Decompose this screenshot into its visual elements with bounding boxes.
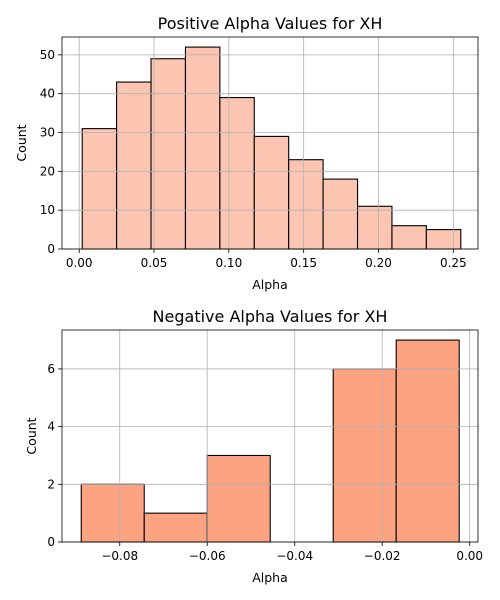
y-tick-label: 30 <box>40 126 55 140</box>
y-ticks: 0 10 20 30 40 50 <box>40 48 62 256</box>
histogram-bar <box>322 178 359 250</box>
y-ticks: 0 2 4 6 <box>47 362 62 549</box>
histogram-bar <box>80 483 145 543</box>
y-tick-label: 6 <box>47 362 55 376</box>
y-tick-label: 0 <box>47 535 55 549</box>
x-tick-label: 0.00 <box>456 549 483 563</box>
histogram-bar <box>395 339 460 543</box>
y-tick-label: 4 <box>47 420 55 434</box>
histogram-bar <box>391 225 427 250</box>
y-tick-label: 0 <box>47 242 55 256</box>
chart-title: Negative Alpha Values for XH <box>153 307 388 326</box>
x-tick-label: −0.04 <box>276 549 313 563</box>
histogram-bar <box>288 159 324 250</box>
x-tick-label: 0.00 <box>66 256 93 270</box>
plot-frame <box>61 36 479 250</box>
plot-frame <box>61 329 479 543</box>
x-tick-label: 0.25 <box>440 256 467 270</box>
y-tick-label: 20 <box>40 164 55 178</box>
bars <box>80 339 460 543</box>
histogram-bar <box>150 58 187 250</box>
histogram-bar <box>332 368 397 543</box>
x-axis-label: Alpha <box>252 570 288 585</box>
histogram-bar <box>253 135 290 250</box>
y-axis-label: Count <box>14 124 29 161</box>
histogram-bar <box>219 97 255 250</box>
x-tick-label: −0.08 <box>101 549 138 563</box>
x-ticks: 0.00 0.05 0.10 0.15 0.20 0.25 <box>66 249 467 270</box>
chart-title: Positive Alpha Values for XH <box>158 14 383 33</box>
y-tick-label: 2 <box>47 477 55 491</box>
histogram-bar <box>143 512 208 543</box>
histogram-bar <box>81 128 118 250</box>
y-axis-label: Count <box>24 417 39 454</box>
y-tick-label: 10 <box>40 203 55 217</box>
y-tick-label: 50 <box>40 48 55 62</box>
histogram-bar <box>206 454 271 543</box>
histogram-bar <box>425 229 462 250</box>
negative-alpha-histogram: Negative Alpha Values for XH Alpha Count… <box>24 307 483 585</box>
bars <box>81 46 462 250</box>
histogram-bar <box>116 81 152 250</box>
histogram-bar <box>356 205 393 250</box>
x-tick-label: 0.20 <box>365 256 392 270</box>
positive-alpha-histogram: Positive Alpha Values for XH Alpha Count… <box>14 14 479 292</box>
y-tick-label: 40 <box>40 87 55 101</box>
x-axis-label: Alpha <box>252 277 288 292</box>
x-tick-label: −0.02 <box>364 549 401 563</box>
x-tick-label: 0.15 <box>290 256 317 270</box>
x-tick-label: 0.10 <box>215 256 242 270</box>
x-tick-label: −0.06 <box>189 549 226 563</box>
x-tick-label: 0.05 <box>141 256 168 270</box>
x-ticks: −0.08 −0.06 −0.04 −0.02 0.00 <box>101 542 483 563</box>
histogram-bar <box>184 46 221 250</box>
